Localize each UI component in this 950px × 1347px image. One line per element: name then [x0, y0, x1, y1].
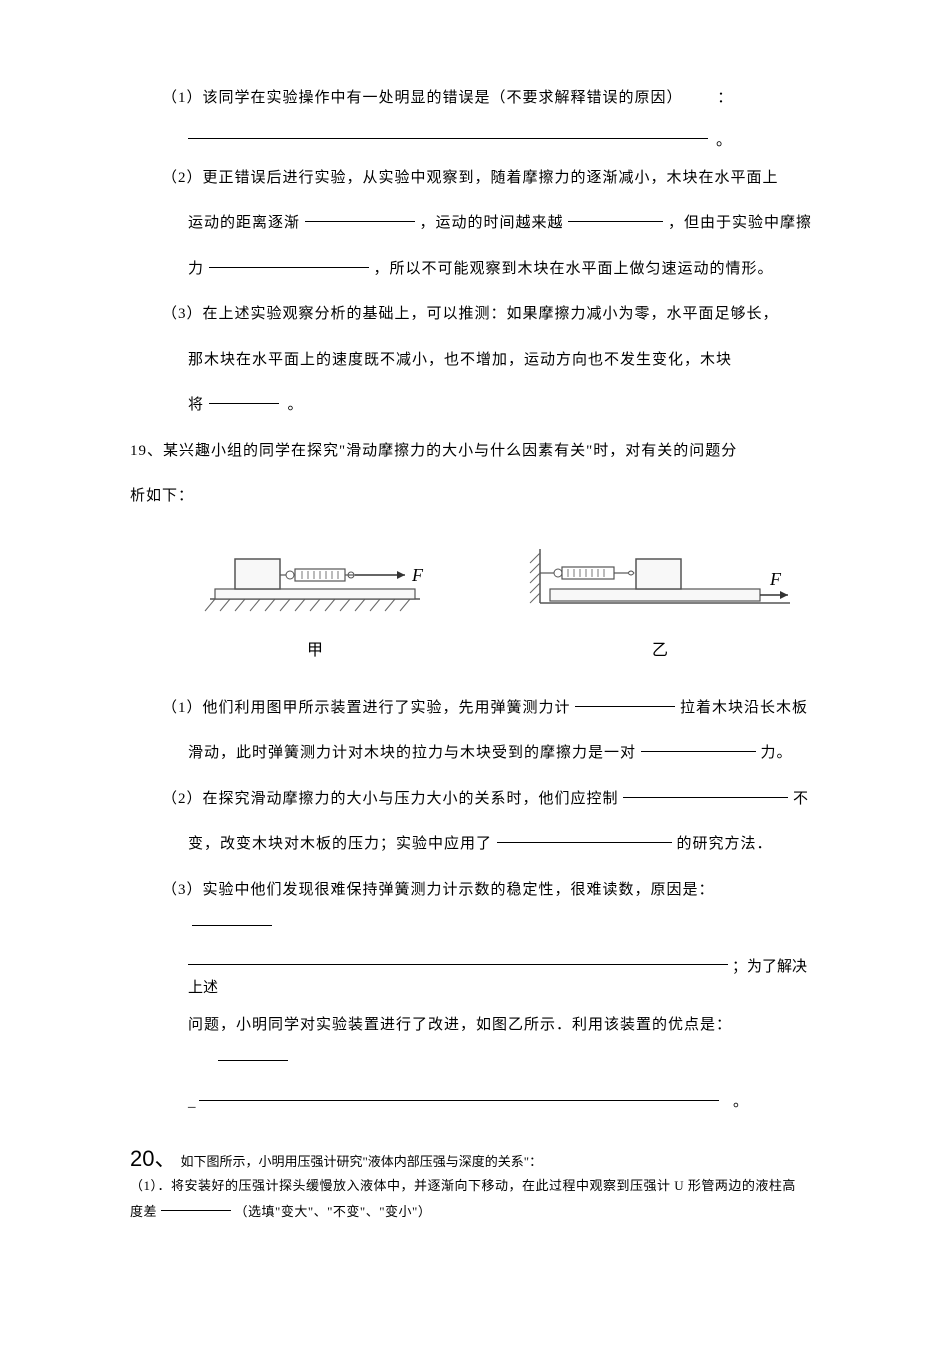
- q19-part1-blank2: [641, 751, 756, 752]
- q18-part2-line2c: ，但由于实验中摩擦: [668, 215, 812, 231]
- q19-part3-blank4: [199, 1100, 719, 1101]
- q18-part2-line2: 运动的距离逐渐 ，运动的时间越来越 ，但由于实验中摩擦: [130, 205, 820, 243]
- q18-part2-blank3: [209, 267, 369, 268]
- diagram-jia-svg: F: [190, 541, 440, 621]
- q18-part2-line3: 力 ，所以不可能观察到木块在水平面上做匀速运动的情形。: [130, 251, 820, 289]
- diagram-yi-svg: F: [520, 541, 800, 621]
- q18-part1-line1: （1）该同学在实验操作中有一处明显的错误是（不要求解释错误的原因） ：: [130, 80, 820, 118]
- q18-part3-blank: [209, 403, 279, 404]
- q19-part2-line1b: 不: [793, 791, 809, 807]
- q19-part2-line2: 变，改变木块对木板的压力；实验中应用了 的研究方法．: [130, 826, 820, 864]
- q20-intro: 如下图所示，小明用压强计研究"液体内部压强与深度的关系"：: [180, 1154, 542, 1169]
- q19-part1-line1a: （1）他们利用图甲所示装置进行了实验，先用弹簧测力计: [162, 700, 571, 716]
- q20-intro-line: 20、 如下图所示，小明用压强计研究"液体内部压强与深度的关系"：: [130, 1141, 820, 1173]
- q20-part1-line1: （1）．将安装好的压强计探头缓慢放入液体中，并逐渐向下移动，在此过程中观察到压强…: [130, 1173, 820, 1199]
- q20-part1c: （选填"变大"、"不变"、"变小"）: [235, 1204, 432, 1219]
- q19-part3-line4: _ 。: [130, 1090, 820, 1111]
- q19-part2-line2b: 的研究方法．: [677, 836, 773, 852]
- q19-part2-blank1: [623, 797, 788, 798]
- q19-intro1: 19、某兴趣小组的同学在探究"滑动摩擦力的大小与什么因素有关"时，对有关的问题分: [130, 433, 820, 471]
- q18-part3-line3: 将 。: [130, 387, 820, 425]
- q18-part1-colon: ：: [717, 90, 733, 106]
- q18-part2-line2b: ，运动的时间越来越: [420, 215, 564, 231]
- diagram-jia-box: F 甲: [190, 541, 440, 660]
- q18-part2-intro: （2）更正错误后进行实验，从实验中观察到，随着摩擦力的逐渐减小，木块在水平面上: [130, 160, 820, 198]
- q19-part1-line2: 滑动，此时弹簧测力计对木块的拉力与木块受到的摩擦力是一对 力。: [130, 735, 820, 773]
- q18-part2-blank1: [305, 221, 415, 222]
- q19-part3-blank3: [218, 1060, 288, 1061]
- q19-part1-line1b: 拉着木块沿长木板: [680, 700, 808, 716]
- diagram-yi-box: F 乙: [520, 541, 800, 660]
- q19-part2-line1: （2）在探究滑动摩擦力的大小与压力大小的关系时，他们应控制 不: [130, 781, 820, 819]
- q19-part3-line1: （3）实验中他们发现很难保持弹簧测力计示数的稳定性，很难读数，原因是：: [130, 872, 820, 947]
- q19-intro2: 析如下：: [130, 478, 820, 516]
- q19-part3-line4s: 。: [733, 1094, 748, 1110]
- q19-part1-line1: （1）他们利用图甲所示装置进行了实验，先用弹簧测力计 拉着木块沿长木板: [130, 690, 820, 728]
- q18-part1-suffix: 。: [716, 132, 732, 149]
- q18-part3-line2: 那木块在水平面上的速度既不减小，也不增加，运动方向也不发生变化，木块: [130, 342, 820, 380]
- q19-part3-blank1: [192, 925, 272, 926]
- q18-part1-blank-line: 。: [130, 126, 820, 150]
- diagram-jia-label: 甲: [307, 636, 323, 660]
- svg-text:F: F: [769, 569, 782, 589]
- q19-part1-blank1: [575, 706, 675, 707]
- q19-part2-line2a: 变，改变木块对木板的压力；实验中应用了: [188, 836, 492, 852]
- q19-part3-line1t: （3）实验中他们发现很难保持弹簧测力计示数的稳定性，很难读数，原因是：: [162, 882, 715, 898]
- q18-part1-blank: [188, 138, 708, 139]
- q19-part2-line1a: （2）在探究滑动摩擦力的大小与压力大小的关系时，他们应控制: [162, 791, 619, 807]
- q19-part1-line2b: 力。: [761, 745, 793, 761]
- q18-part3-line3a: 将: [188, 397, 204, 413]
- q19-part1-line2a: 滑动，此时弹簧测力计对木块的拉力与木块受到的摩擦力是一对: [188, 745, 636, 761]
- q19-part2-blank2: [497, 842, 672, 843]
- q18-part2-line3b: ，所以不可能观察到木块在水平面上做匀速运动的情形。: [374, 261, 774, 277]
- q18-part2-line3a: 力: [188, 261, 204, 277]
- q20-part1b: 度差: [130, 1204, 157, 1219]
- q19-part3-line2: ；为了解决上述: [130, 955, 820, 997]
- q18-part1-prefix: （1）该同学在实验操作中有一处明显的错误是（不要求解释错误的原因）: [162, 90, 683, 106]
- q19-diagrams: F 甲: [170, 541, 820, 660]
- q19-part3-line3t: 问题，小明同学对实验装置进行了改进，如图乙所示．利用该装置的优点是：: [188, 1017, 732, 1033]
- svg-text:F: F: [411, 565, 424, 585]
- q20-part1-blank: [161, 1210, 231, 1211]
- q18-part2-line2a: 运动的距离逐渐: [188, 215, 300, 231]
- q20-num: 20、: [130, 1146, 176, 1171]
- q18-part3-line3b: 。: [288, 397, 304, 413]
- diagram-yi-label: 乙: [652, 636, 668, 660]
- q20-part1-line2: 度差 （选填"变大"、"不变"、"变小"）: [130, 1199, 820, 1225]
- q18-part3-line1: （3）在上述实验观察分析的基础上，可以推测：如果摩擦力减小为零，水平面足够长，: [130, 296, 820, 334]
- q19-part3-line3: 问题，小明同学对实验装置进行了改进，如图乙所示．利用该装置的优点是：: [130, 1007, 820, 1082]
- q19-part3-blank2: [188, 964, 728, 965]
- q18-part2-blank2: [568, 221, 663, 222]
